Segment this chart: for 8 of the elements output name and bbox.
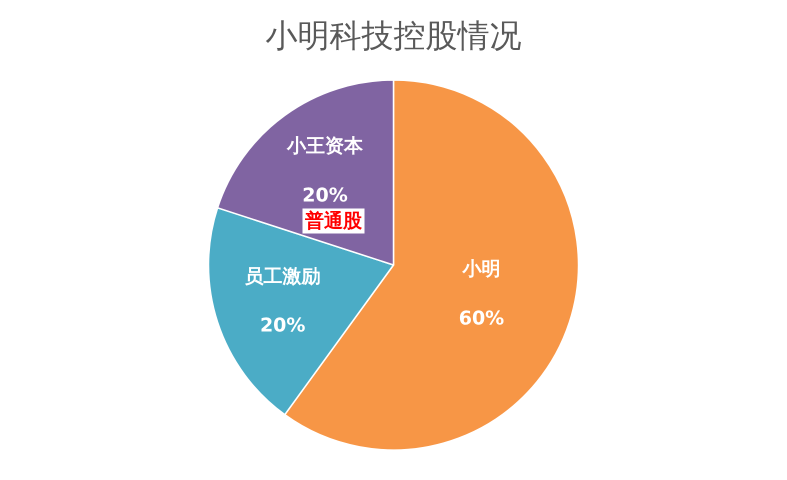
data-label: 20%: [260, 314, 306, 337]
slice-label: 小王资本: [286, 135, 364, 158]
chart-title: 小明科技控股情况: [266, 16, 522, 54]
slice-label: 小明: [461, 258, 500, 280]
slice-label: 员工激励: [244, 265, 321, 288]
data-label: 20%: [302, 184, 348, 206]
data-label: 60%: [458, 307, 504, 330]
text: 普通股: [305, 210, 362, 232]
